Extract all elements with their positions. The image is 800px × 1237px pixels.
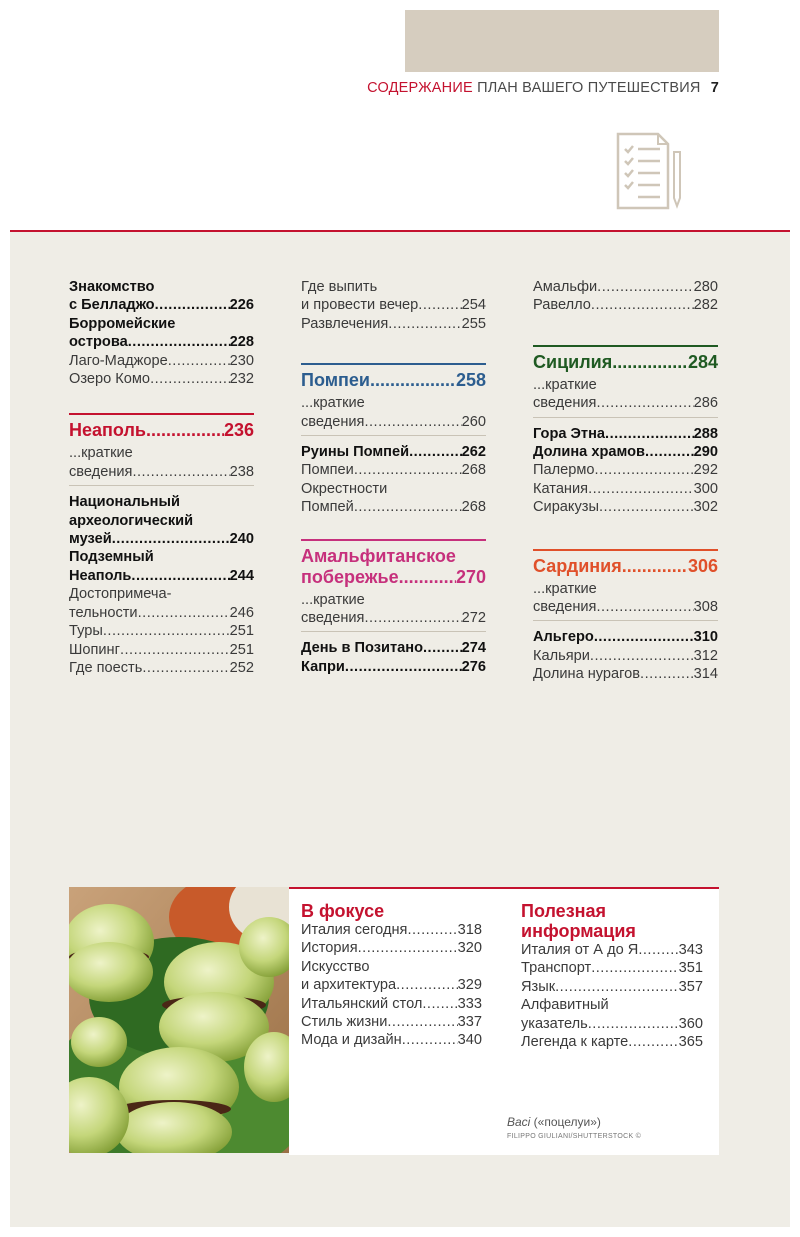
- toc-entry[interactable]: Стиль жизни337: [301, 1013, 482, 1031]
- toc-entry[interactable]: Кальяри312: [533, 647, 718, 665]
- section-heading-sicily[interactable]: Сицилия284: [533, 352, 718, 373]
- toc-entry[interactable]: Транспорт351: [521, 959, 703, 977]
- section-rule: [69, 413, 254, 416]
- page-number: 7: [710, 80, 719, 96]
- toc-entry[interactable]: Шопинг251: [69, 641, 254, 659]
- toc-entry[interactable]: Мода и дизайн340: [301, 1031, 482, 1049]
- divider: [301, 435, 486, 437]
- toc-entry[interactable]: Равелло282: [533, 296, 718, 314]
- toc-entry[interactable]: сведения308: [533, 598, 718, 616]
- toc-column-3: Амальфи280 Равелло282 Сицилия284 ...крат…: [533, 278, 718, 684]
- photo-credit: FILIPPO GIULIANI/SHUTTERSTOCK ©: [507, 1133, 642, 1140]
- toc-entry: Знакомство: [69, 279, 155, 295]
- section-heading-sardinia[interactable]: Сардиния306: [533, 556, 718, 577]
- toc-entry[interactable]: Итальянский стол333: [301, 995, 482, 1013]
- header-section: СОДЕРЖАНИЕ: [367, 80, 473, 96]
- focus-column: В фокусе Италия сегодня318 История320 Ис…: [301, 901, 482, 1050]
- section-rule: [301, 538, 486, 541]
- toc-entry[interactable]: Альгеро310: [533, 628, 718, 646]
- divider: [301, 631, 486, 633]
- toc-entry[interactable]: Долина храмов290: [533, 443, 718, 461]
- checklist-document-icon: [616, 132, 681, 210]
- section-rule: [533, 548, 718, 551]
- section-heading-amalfi-page[interactable]: побережье270: [301, 567, 486, 588]
- page-header: СОДЕРЖАНИЕ ПЛАН ВАШЕГО ПУТЕШЕСТВИЯ 7: [367, 80, 719, 96]
- toc-entry[interactable]: сведения238: [69, 463, 254, 481]
- toc-entry[interactable]: тельности246: [69, 604, 254, 622]
- toc-entry: ...краткие: [301, 395, 365, 412]
- section-rule: [301, 363, 486, 366]
- baci-pastries-photo: [69, 887, 289, 1153]
- header-decor-bar: [405, 10, 719, 72]
- toc-entry[interactable]: острова228: [69, 333, 254, 351]
- toc-entry[interactable]: сведения272: [301, 609, 486, 627]
- toc-entry: Окрестности: [301, 480, 388, 497]
- toc-entry[interactable]: Италия сегодня318: [301, 921, 482, 939]
- toc-column-1: Знакомство с Белладжо226 Борромейские ос…: [69, 278, 254, 677]
- toc-entry[interactable]: Руины Помпей262: [301, 443, 486, 461]
- toc-entry: Искусство: [301, 958, 370, 975]
- toc-entry[interactable]: Помпеи268: [301, 461, 486, 479]
- toc-entry[interactable]: Капри276: [301, 658, 486, 676]
- divider: [533, 416, 718, 418]
- divider: [533, 620, 718, 622]
- info-heading-line2: информация: [521, 921, 636, 941]
- toc-entry[interactable]: Палермо292: [533, 461, 718, 479]
- bottom-feature-box: В фокусе Италия сегодня318 История320 Ис…: [289, 887, 719, 1155]
- toc-entry: Где выпить: [301, 279, 378, 295]
- toc-entry[interactable]: Сиракузы302: [533, 498, 718, 516]
- toc-entry[interactable]: Озеро Комо232: [69, 370, 254, 388]
- section-heading-amalfi: Амальфитанское: [301, 545, 456, 566]
- toc-entry: ...краткие: [69, 445, 133, 462]
- toc-entry: Борромейские: [69, 315, 176, 332]
- toc-entry[interactable]: Язык357: [521, 978, 703, 996]
- toc-entry: ...краткие: [533, 376, 597, 393]
- toc-entry[interactable]: Неаполь244: [69, 567, 254, 585]
- toc-entry[interactable]: День в Позитано274: [301, 639, 486, 657]
- toc-entry[interactable]: Помпей268: [301, 498, 486, 516]
- toc-entry: Национальный: [69, 494, 180, 511]
- toc-entry[interactable]: и архитектура329: [301, 976, 482, 994]
- toc-entry: Подземный: [69, 549, 154, 566]
- toc-entry[interactable]: Гора Этна288: [533, 425, 718, 443]
- toc-entry[interactable]: Лаго-Маджоре230: [69, 352, 254, 370]
- toc-entry: Алфавитный: [521, 997, 609, 1014]
- header-subtitle: ПЛАН ВАШЕГО ПУТЕШЕСТВИЯ: [477, 80, 701, 96]
- toc-entry: археологический: [69, 512, 194, 529]
- toc-entry[interactable]: музей240: [69, 530, 254, 548]
- section-heading-pompeii[interactable]: Помпеи258: [301, 370, 486, 391]
- toc-entry[interactable]: Где поесть252: [69, 659, 254, 677]
- focus-heading: В фокусе: [301, 901, 385, 921]
- toc-entry[interactable]: Италия от А до Я343: [521, 941, 703, 959]
- info-heading: Полезная: [521, 901, 607, 921]
- toc-entry: ...краткие: [301, 591, 365, 608]
- header-divider: [10, 230, 790, 232]
- toc-entry[interactable]: Туры251: [69, 622, 254, 640]
- toc-entry[interactable]: История320: [301, 939, 482, 957]
- toc-entry[interactable]: указатель360: [521, 1015, 703, 1033]
- toc-entry[interactable]: и провести вечер254: [301, 296, 486, 314]
- toc-entry: Достопримеча-: [69, 586, 172, 603]
- toc-entry[interactable]: сведения260: [301, 413, 486, 431]
- divider: [69, 485, 254, 487]
- toc-entry[interactable]: Катания300: [533, 480, 718, 498]
- section-rule: [533, 344, 718, 347]
- info-column: Полезная информация Италия от А до Я343 …: [521, 901, 703, 1051]
- toc-column-2: Где выпить и провести вечер254 Развлечен…: [301, 278, 486, 676]
- photo-caption: Baci («поцелуи»): [507, 1115, 601, 1129]
- toc-entry[interactable]: Амальфи280: [533, 278, 718, 296]
- toc-entry[interactable]: с Белладжо226: [69, 296, 254, 314]
- toc-entry: ...краткие: [533, 580, 597, 597]
- toc-entry[interactable]: Долина нурагов314: [533, 665, 718, 683]
- toc-entry[interactable]: сведения286: [533, 394, 718, 412]
- section-heading-naples[interactable]: Неаполь236: [69, 420, 254, 441]
- toc-entry[interactable]: Легенда к карте365: [521, 1033, 703, 1051]
- toc-entry[interactable]: Развлечения255: [301, 315, 486, 333]
